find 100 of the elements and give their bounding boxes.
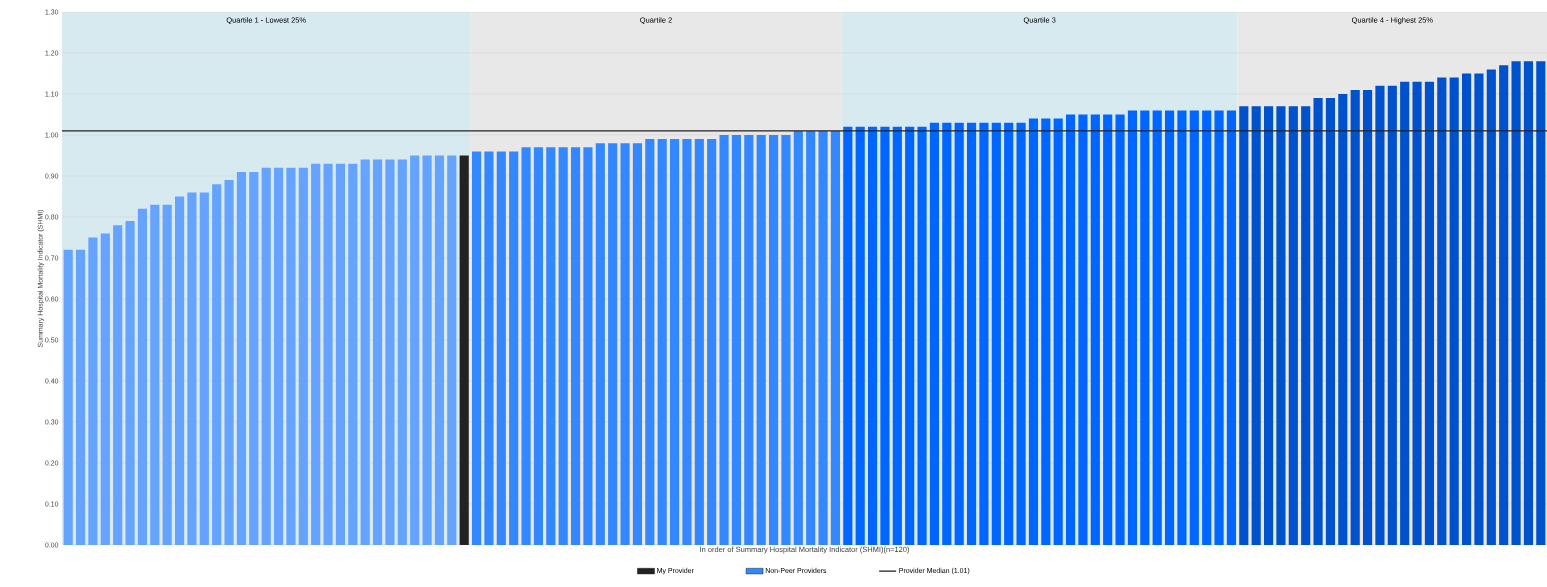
bar [1523,61,1534,545]
bar [236,171,247,545]
bar [348,163,358,545]
bar [113,225,123,545]
bar [756,135,766,545]
bar [434,155,445,545]
bar [806,130,816,545]
bar [1313,98,1323,545]
bar [570,147,581,545]
bar [1078,114,1088,545]
bar [212,184,222,545]
bar [187,192,197,545]
bar [1424,81,1435,545]
bar [1362,89,1373,545]
bar [954,122,964,545]
bar [1350,89,1360,545]
bar [1387,85,1397,545]
bar [608,143,618,545]
bar [892,126,902,545]
bar [75,249,86,545]
bar [1103,114,1113,545]
bar [620,143,630,545]
bar [1127,110,1138,545]
bar [1090,114,1100,545]
bar [1474,73,1484,545]
bar [1276,106,1286,545]
bar [286,167,296,545]
bar [1301,106,1311,545]
bar [830,130,841,545]
bar [818,130,828,545]
bar [1028,118,1039,545]
bar [385,159,395,545]
bar [558,147,568,545]
bar [855,126,865,545]
bar [484,151,494,545]
bar [1511,61,1521,545]
bar [261,167,271,545]
bar [447,155,457,545]
bar [1140,110,1150,545]
bar [880,126,890,545]
bar [979,122,989,545]
bar [1239,106,1249,545]
bar [63,249,73,545]
bar [162,204,172,545]
bar [1412,81,1422,545]
bar [323,163,333,545]
bar [1214,110,1224,545]
bar [1486,69,1496,545]
bar [645,139,655,545]
bar [991,122,1001,545]
bar [360,159,370,545]
bar [595,143,605,545]
bar [249,171,259,545]
bar [1499,65,1509,545]
bar [150,204,160,545]
bar [174,196,185,545]
bar [1437,77,1447,545]
bar [694,139,704,545]
bar [843,126,853,545]
bar [905,126,915,545]
bar [682,139,692,545]
bar [966,122,977,545]
bar [410,155,420,545]
bar [1375,85,1385,545]
bar [1226,110,1237,545]
bar [1041,118,1051,545]
bar [422,155,432,545]
bar [1115,114,1125,545]
bar [224,180,234,545]
bar [335,163,346,545]
bar [1202,110,1212,545]
bar [137,208,148,545]
bar [929,122,940,545]
bar [744,135,754,545]
bar [372,159,383,545]
bar [1338,94,1348,545]
bar [731,135,742,545]
bar [471,151,482,545]
bar [1449,77,1459,545]
bar [533,147,544,545]
bar [1177,110,1187,545]
bar [942,122,952,545]
bar [397,159,407,545]
bar [1325,98,1336,545]
bar [657,139,667,545]
bar [509,151,519,545]
bar [1065,114,1076,545]
bar [311,163,321,545]
bar [1189,110,1199,545]
bar [125,221,135,545]
bar [707,139,717,545]
bar [1251,106,1261,545]
bar [1461,73,1472,545]
bar [669,139,680,545]
bar [867,126,878,545]
bar [632,143,643,545]
bar [546,147,556,545]
bar [719,135,729,545]
bar [199,192,209,545]
bar [1152,110,1162,545]
